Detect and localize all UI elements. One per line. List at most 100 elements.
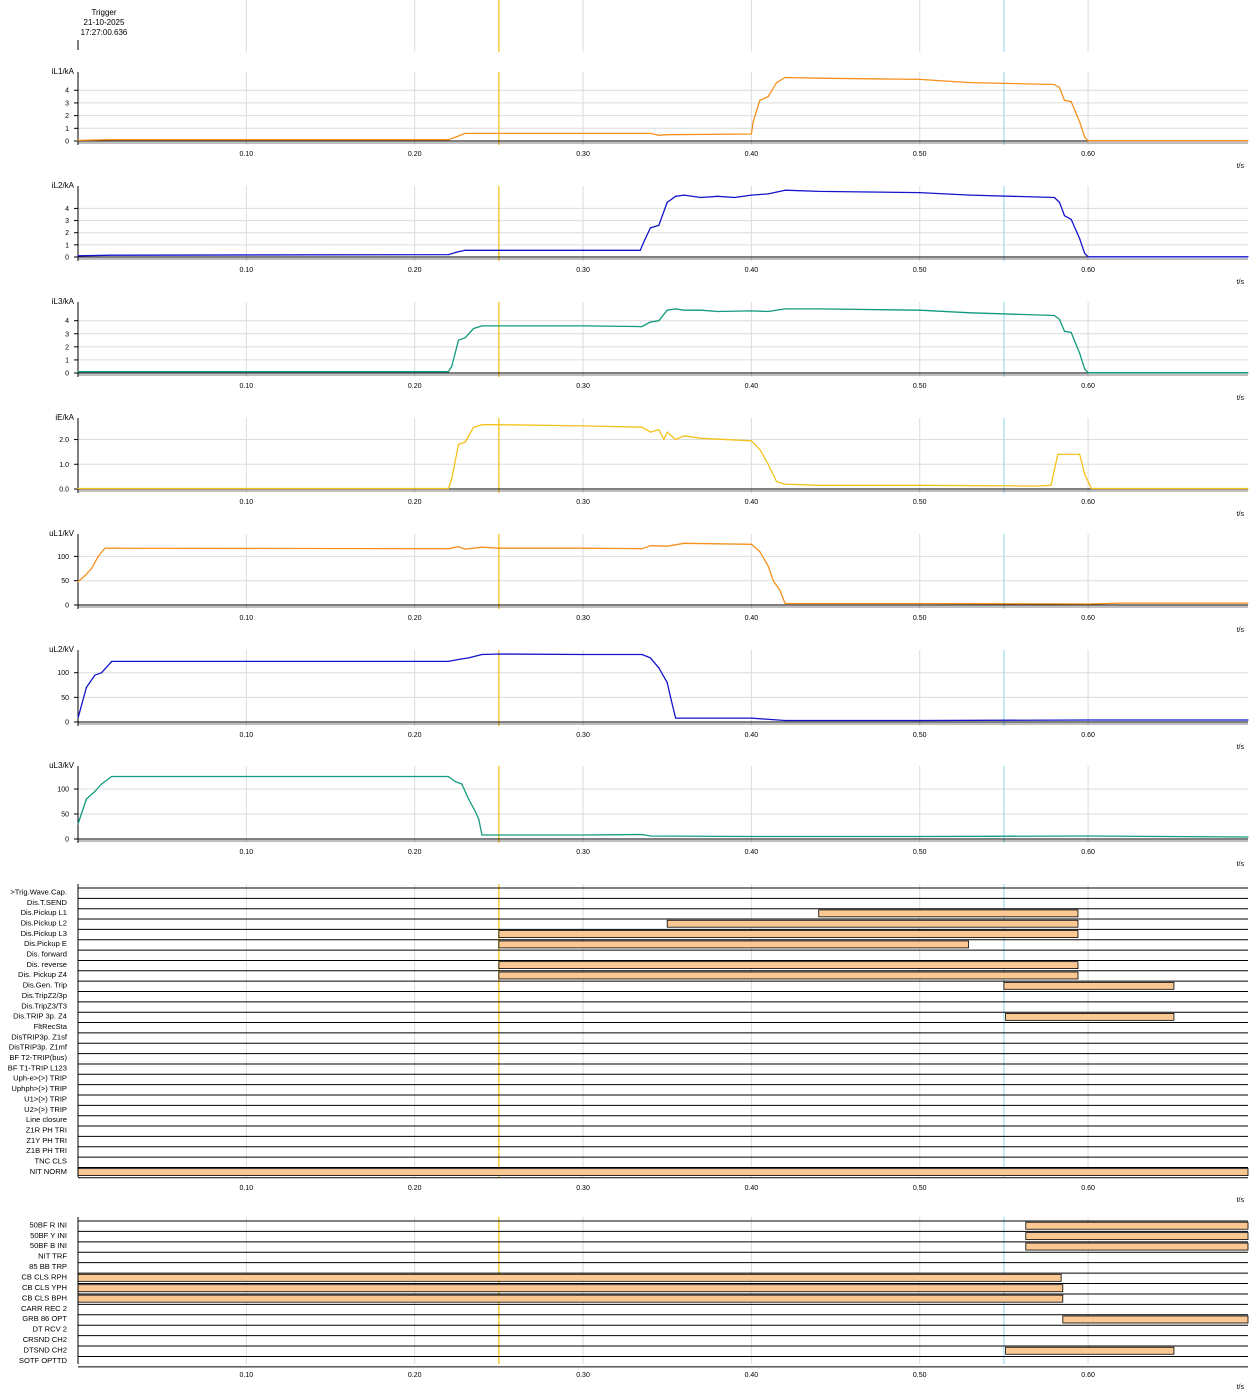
point-uL1-24 bbox=[1121, 602, 1123, 604]
point-uL3-15 bbox=[649, 835, 651, 837]
signal-bar bbox=[498, 940, 969, 949]
panel-uL1: 0 50 100 0.10 0.20 0.30 0.40 0.50 0.60 uL1/kV t/s bbox=[49, 529, 1249, 634]
series-iL2 bbox=[77, 189, 1248, 258]
point-iE-14 bbox=[675, 438, 677, 441]
point-iL3-16 bbox=[700, 309, 702, 311]
point-uL1-15 bbox=[683, 542, 685, 544]
xtick-label-0: 0.10 bbox=[240, 151, 254, 158]
xtick-label-2: 0.30 bbox=[576, 1372, 590, 1379]
signal-row: BF T1-TRIP L123 bbox=[8, 1063, 1248, 1072]
point-iE-27 bbox=[1079, 453, 1081, 455]
signal-label: Dis.TripZ3/T3 bbox=[21, 1001, 67, 1010]
signal-row: Dis.T.SEND bbox=[27, 898, 1248, 907]
xtick-label-3: 0.40 bbox=[745, 1185, 759, 1192]
signal-bar bbox=[1025, 1232, 1249, 1241]
signal-label: CB CLS RPH bbox=[21, 1273, 67, 1282]
point-iL3-5 bbox=[464, 337, 466, 339]
point-uL3-1 bbox=[85, 798, 88, 800]
point-iE-10 bbox=[649, 431, 651, 433]
point-iL3-3 bbox=[451, 365, 453, 368]
point-iL3-13 bbox=[666, 309, 668, 311]
point-iE-28 bbox=[1084, 473, 1086, 475]
ytick-label-2: 2.0 bbox=[59, 437, 69, 444]
signal-row: BF T2-TRIP(bus) bbox=[9, 1053, 1248, 1062]
point-iL3-21 bbox=[818, 308, 820, 310]
signal-label: >Trig.Wave.Cap. bbox=[10, 887, 67, 896]
series-iE bbox=[78, 424, 1248, 490]
point-uL2-14 bbox=[666, 681, 668, 684]
point-iE-25 bbox=[1050, 484, 1052, 486]
signal-row: Dis.TRIP 3p. Z4 bbox=[13, 1012, 1248, 1021]
signal-label: 50BF R INI bbox=[29, 1220, 67, 1229]
signal-label: Dis. reverse bbox=[26, 960, 67, 969]
signal-label: GRB 86 OPT bbox=[22, 1314, 67, 1323]
ytick-label-2: 2 bbox=[65, 113, 69, 120]
xtick-label-3: 0.40 bbox=[745, 267, 759, 274]
signal-row: 85 BB TRP bbox=[29, 1262, 1248, 1271]
xtick-label-5: 0.60 bbox=[1081, 732, 1095, 739]
point-iE-20 bbox=[776, 480, 778, 483]
point-uL1-9 bbox=[481, 546, 483, 548]
point-iL2-16 bbox=[733, 196, 736, 199]
signal-row: Dis. forward bbox=[26, 950, 1248, 959]
x-axis-label: t/s bbox=[1237, 163, 1245, 170]
signal-row: CB CLS YPH bbox=[22, 1283, 1248, 1293]
xtick-label-3: 0.40 bbox=[745, 615, 759, 622]
ytick-label-0: 0 bbox=[65, 837, 69, 844]
point-iL2-29 bbox=[1087, 256, 1089, 258]
point-uL2-20 bbox=[1087, 719, 1089, 721]
point-uL2-5 bbox=[447, 660, 449, 662]
point-iL3-6 bbox=[473, 327, 475, 330]
signal-label: Z1R PH TRI bbox=[26, 1125, 67, 1134]
point-iL3-0 bbox=[77, 371, 79, 373]
xtick-label-1: 0.20 bbox=[408, 1372, 422, 1379]
signal-bar bbox=[1025, 1242, 1249, 1251]
point-iL3-26 bbox=[1063, 330, 1066, 332]
point-iL3-18 bbox=[750, 310, 752, 312]
y-axis-label: iL2/kA bbox=[52, 181, 75, 190]
signal-label: CB CLS BPH bbox=[22, 1293, 67, 1302]
point-uL3-2 bbox=[94, 790, 96, 793]
signal-label: Dis.TRIP 3p. Z4 bbox=[13, 1012, 67, 1021]
point-iL3-22 bbox=[919, 309, 921, 311]
xtick-label-2: 0.30 bbox=[576, 499, 590, 506]
point-iE-4 bbox=[464, 441, 466, 443]
point-uL1-17 bbox=[759, 550, 761, 553]
signal-label: TNC CLS bbox=[35, 1157, 68, 1166]
point-uL2-12 bbox=[649, 657, 651, 659]
point-uL2-0 bbox=[77, 717, 79, 719]
point-uL1-12 bbox=[641, 548, 643, 550]
xtick-label-5: 0.60 bbox=[1081, 615, 1095, 622]
point-iE-6 bbox=[481, 424, 483, 426]
point-iL1-9 bbox=[666, 134, 668, 136]
point-uL2-19 bbox=[919, 719, 921, 722]
xtick-label-5: 0.60 bbox=[1081, 383, 1095, 390]
signal-label: Dis.Gen. Trip bbox=[23, 981, 67, 990]
x-axis-label: t/s bbox=[1237, 395, 1245, 402]
point-uL2-3 bbox=[100, 672, 103, 674]
signal-row: Line closure bbox=[26, 1115, 1248, 1124]
point-iL1-25 bbox=[1087, 140, 1089, 142]
xtick-label-0: 0.10 bbox=[240, 267, 254, 274]
point-uL1-14 bbox=[666, 545, 668, 547]
series-uL3 bbox=[77, 775, 1249, 838]
point-uL1-6 bbox=[447, 548, 449, 550]
point-iL2-5 bbox=[498, 249, 500, 251]
signal-label: 50BF Y INI bbox=[30, 1231, 67, 1240]
point-iL3-10 bbox=[641, 325, 643, 328]
point-iE-24 bbox=[1036, 485, 1039, 487]
point-iL2-21 bbox=[919, 192, 921, 194]
signal-bar bbox=[818, 909, 1079, 918]
point-iE-12 bbox=[663, 438, 665, 441]
point-uL3-12 bbox=[498, 834, 500, 836]
point-iL2-7 bbox=[639, 249, 641, 251]
signal-label: Line closure bbox=[26, 1115, 67, 1124]
xtick-label-2: 0.30 bbox=[576, 615, 590, 622]
ytick-label-4: 4 bbox=[65, 88, 69, 95]
point-uL3-17 bbox=[919, 835, 921, 838]
xtick-label-1: 0.20 bbox=[408, 732, 422, 739]
point-iL3-31 bbox=[1247, 372, 1249, 374]
point-uL1-10 bbox=[498, 547, 500, 549]
signal-label: Dis.T.SEND bbox=[27, 898, 68, 907]
signal-bar bbox=[498, 930, 1079, 938]
